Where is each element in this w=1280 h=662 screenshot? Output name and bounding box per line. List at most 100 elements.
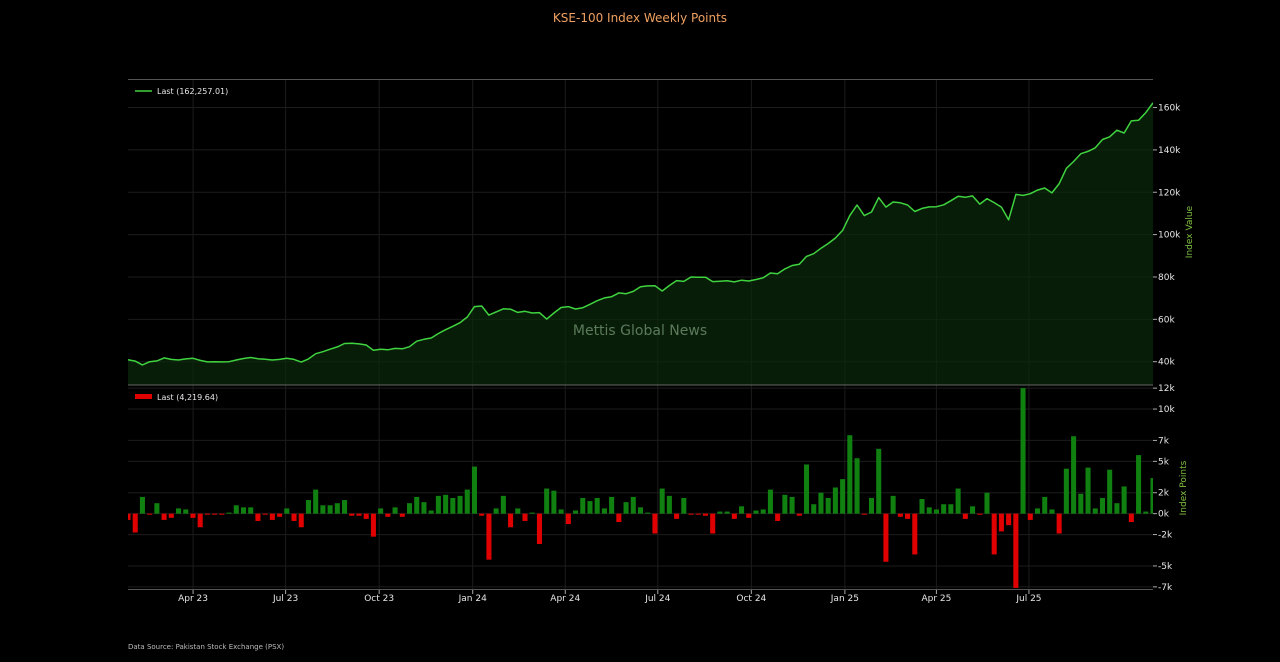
chart-title: KSE-100 Index Weekly Points — [553, 11, 727, 25]
change-bar — [428, 510, 434, 514]
change-bar — [854, 458, 860, 514]
change-bar — [277, 513, 283, 517]
change-bar — [392, 507, 398, 514]
change-bar — [818, 492, 824, 514]
change-bar — [204, 513, 210, 515]
change-bar — [450, 497, 456, 514]
price-tick-label: 140k — [1158, 146, 1181, 156]
x-tick-label: Jan 24 — [458, 594, 487, 604]
change-tick-label: -5k — [1158, 562, 1173, 572]
change-bar — [731, 513, 737, 519]
change-bar — [695, 513, 701, 515]
change-bar — [1049, 509, 1055, 514]
bar-legend-label: Last (4,219.64) — [157, 393, 218, 402]
change-bar — [248, 507, 254, 514]
change-tick-label: 10k — [1158, 405, 1175, 415]
change-bar — [544, 488, 550, 514]
change-bar — [1034, 508, 1041, 514]
change-bar — [883, 513, 889, 562]
change-bar — [941, 504, 947, 514]
change-bar — [1150, 478, 1153, 514]
change-bar — [1099, 497, 1105, 514]
change-bar — [1027, 513, 1033, 520]
change-tick-label: 0k — [1158, 510, 1170, 520]
change-bar — [616, 513, 622, 523]
change-bar — [435, 495, 441, 514]
change-bar — [327, 505, 333, 514]
change-bar — [861, 513, 867, 515]
change-bar — [767, 489, 773, 514]
watermark: Mettis Global News — [573, 323, 707, 339]
change-bar — [536, 513, 542, 544]
change-bar — [1063, 468, 1069, 514]
change-bar — [342, 500, 348, 514]
change-tick-label: 7k — [1158, 436, 1170, 446]
change-bar — [760, 509, 766, 514]
change-bar — [912, 513, 918, 555]
change-bar — [240, 507, 247, 514]
change-bar — [529, 512, 535, 514]
change-bar — [645, 512, 651, 514]
change-bar — [955, 488, 961, 514]
change-bar — [1092, 508, 1098, 514]
price-tick-label: 100k — [1158, 231, 1181, 241]
change-bar — [139, 496, 145, 514]
change-bar — [753, 510, 759, 514]
change-bar — [1078, 493, 1084, 514]
change-bar — [919, 499, 925, 514]
line-legend: Last (162,257.01) — [135, 87, 228, 96]
change-bar — [580, 497, 586, 514]
change-bar — [775, 513, 781, 521]
change-bar — [637, 507, 644, 514]
index-area — [128, 102, 1153, 385]
change-bar — [486, 513, 492, 560]
data-source: Data Source: Pakistan Stock Exchange (PS… — [128, 643, 284, 651]
price-tick-label: 40k — [1158, 358, 1175, 368]
change-bar — [493, 508, 499, 514]
change-bar — [183, 509, 189, 514]
change-tick-label: 2k — [1158, 489, 1170, 499]
price-tick-label: 80k — [1158, 273, 1175, 283]
change-bar — [739, 506, 745, 514]
change-bar — [334, 503, 340, 514]
change-bar — [811, 504, 817, 514]
change-bar — [1121, 486, 1127, 514]
x-tick-label: Jan 25 — [830, 594, 859, 604]
change-bar — [168, 513, 174, 518]
change-bar — [558, 509, 564, 514]
change-bar — [573, 510, 579, 514]
x-tick-label: Jul 24 — [644, 594, 670, 604]
change-y-axis: 12k 10k 7k 5k 2k 0k -2k -5k -7k — [1153, 384, 1175, 593]
change-bar — [522, 513, 528, 521]
change-bar — [796, 513, 802, 516]
change-bar — [406, 503, 413, 514]
change-tick-label: -7k — [1158, 583, 1173, 593]
change-bar — [991, 513, 997, 555]
change-bar — [313, 489, 319, 514]
change-bar — [370, 513, 376, 537]
change-bar — [508, 513, 514, 528]
change-bar — [890, 495, 896, 514]
change-bar — [897, 513, 903, 517]
change-bar — [666, 495, 672, 514]
x-tick-label: Apr 25 — [921, 594, 951, 604]
change-bar — [421, 502, 427, 514]
change-bar — [832, 487, 838, 514]
change-bar — [457, 495, 463, 514]
change-bar — [710, 513, 716, 534]
change-bar — [385, 513, 391, 517]
change-bar — [197, 513, 203, 528]
change-bar — [1013, 513, 1019, 588]
change-bar — [147, 513, 153, 515]
change-bar — [594, 497, 600, 514]
change-bar — [933, 509, 939, 514]
change-bar — [464, 489, 470, 514]
change-bar — [226, 512, 232, 514]
change-bar — [659, 488, 665, 514]
change-bar — [876, 448, 882, 514]
change-bar — [674, 513, 680, 519]
change-bar — [825, 497, 831, 514]
change-bar — [443, 494, 449, 514]
x-axis: Apr 23 Jul 23 Oct 23 Jan 24 Apr 24 Jul 24 Oct … — [178, 590, 1042, 604]
change-bar — [161, 513, 167, 520]
